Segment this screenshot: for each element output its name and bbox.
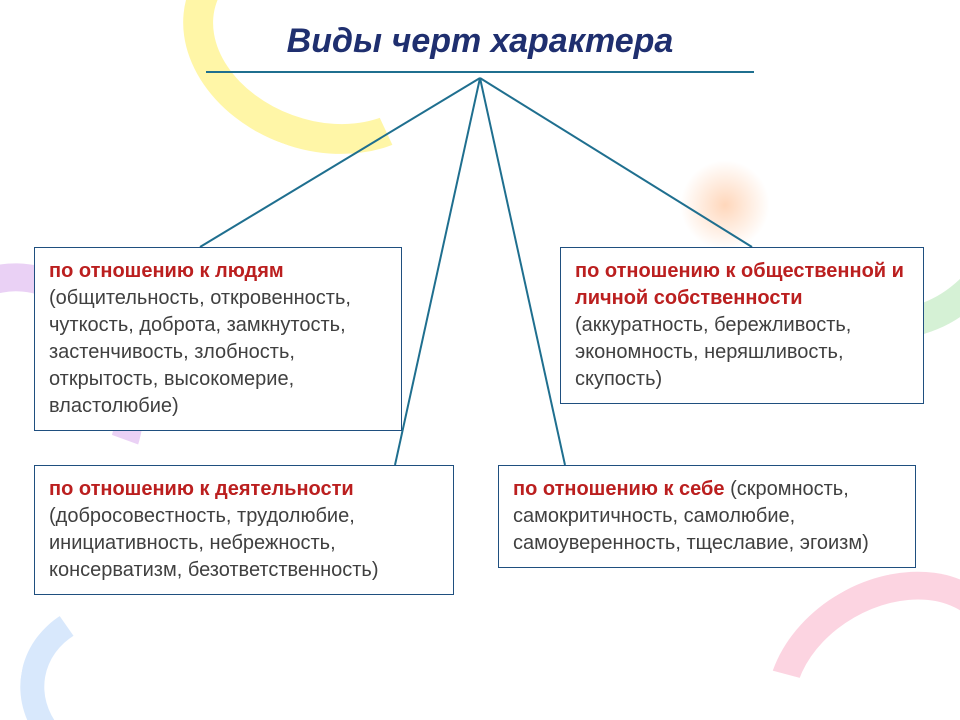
box-property-heading: по отношению к общественной и личной соб… <box>575 260 904 309</box>
box-activity: по отношению к деятельности (добросовест… <box>34 465 454 595</box>
bg-swirl-orange <box>680 160 770 250</box>
bg-swirl-blue <box>6 584 234 720</box>
box-people-body: (общительность, откровенность, чуткость,… <box>49 287 351 417</box>
box-people: по отношению к людям (общительность, отк… <box>34 247 402 431</box>
connector-3 <box>395 78 480 465</box>
connector-1 <box>200 78 480 247</box>
box-property-body: (аккуратность, бережливость, экономность… <box>575 314 851 390</box>
box-property: по отношению к общественной и личной соб… <box>560 247 924 404</box>
connector-2 <box>480 78 752 247</box>
box-activity-body: (добросовестность, трудолюбие, инициатив… <box>49 505 378 581</box>
title-text: Виды черт характера <box>287 22 674 60</box>
page-title: Виды черт характера <box>0 22 960 61</box>
box-self: по отношению к себе (скромность, самокри… <box>498 465 916 568</box>
box-self-heading: по отношению к себе <box>513 478 725 500</box>
box-activity-heading: по отношению к деятельности <box>49 478 354 500</box>
box-people-heading: по отношению к людям <box>49 260 284 282</box>
connector-4 <box>480 78 565 465</box>
